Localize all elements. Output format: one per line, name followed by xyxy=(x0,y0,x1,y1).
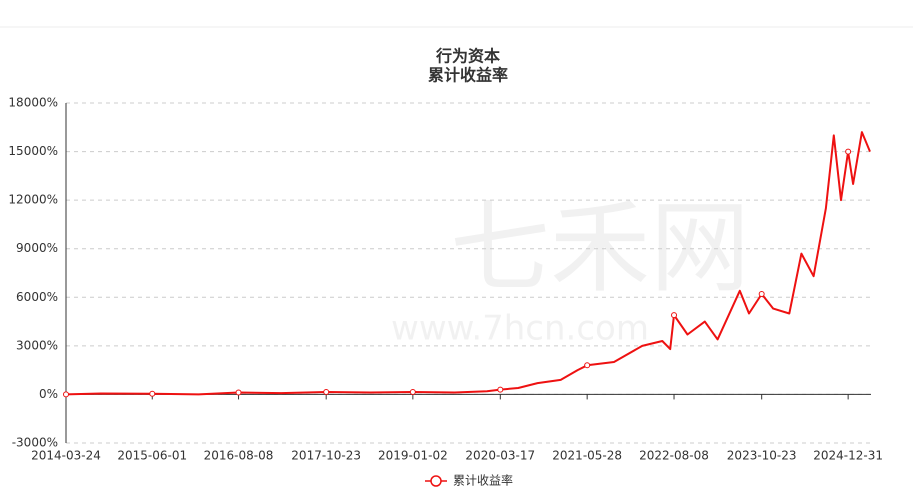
point-marker xyxy=(149,390,156,397)
x-tick-label: 2021-05-28 xyxy=(552,449,622,463)
chart-subtitle: 累计收益率 xyxy=(428,66,508,85)
point-marker xyxy=(235,389,242,396)
watermark: www.7hcn.com xyxy=(391,309,649,349)
series-line xyxy=(65,131,871,396)
x-tick-label: 2019-01-02 xyxy=(378,449,448,463)
x-tick-label: 2020-03-17 xyxy=(465,449,535,463)
chart-title: 行为资本 xyxy=(435,47,500,66)
point-marker xyxy=(323,389,330,395)
legend-marker xyxy=(430,475,442,487)
point-marker xyxy=(409,389,416,395)
x-tick-label: 2023-10-23 xyxy=(727,449,797,463)
x-tick-label: 2017-10-23 xyxy=(291,449,361,463)
y-tick-label: 3000% xyxy=(16,338,58,352)
x-tick-label: 2016-08-08 xyxy=(204,449,274,463)
point-marker xyxy=(497,386,504,393)
point-marker xyxy=(758,291,765,298)
x-tick-label: 2022-08-08 xyxy=(639,449,709,463)
point-marker xyxy=(671,312,678,319)
y-tick-label: 15000% xyxy=(8,144,58,158)
y-tick-label: 12000% xyxy=(8,193,58,207)
x-tick-label: 2024-12-31 xyxy=(813,449,883,463)
watermark: 七禾网 xyxy=(450,189,750,306)
x-tick-label: 2014-03-24 xyxy=(31,449,101,463)
y-tick-label: 0% xyxy=(39,387,58,401)
point-marker xyxy=(63,391,69,398)
legend-label: 累计收益率 xyxy=(453,473,513,488)
y-tick-label: -3000% xyxy=(12,436,58,450)
x-tick-label: 2015-06-01 xyxy=(117,449,187,463)
y-tick-label: 9000% xyxy=(16,241,58,255)
point-marker xyxy=(584,362,591,369)
y-tick-label: 6000% xyxy=(16,290,58,304)
y-tick-label: 18000% xyxy=(8,96,58,110)
point-marker xyxy=(845,148,852,155)
